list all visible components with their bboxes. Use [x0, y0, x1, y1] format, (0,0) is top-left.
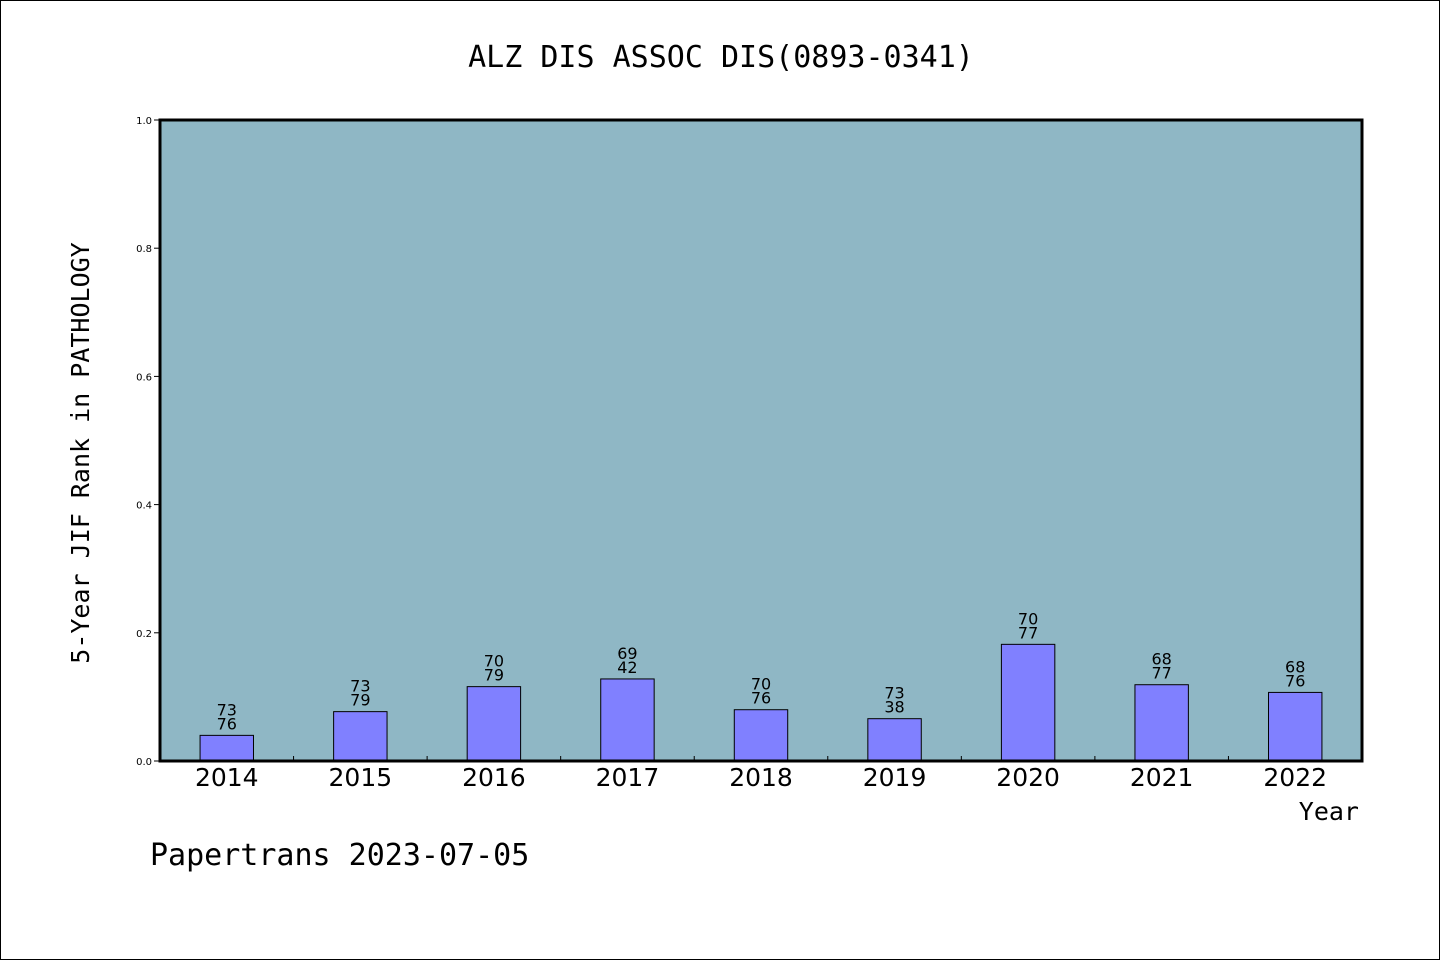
plot-area [160, 120, 1362, 761]
bar-label-bottom: 76 [217, 714, 237, 733]
bar-label-top: 68 [1285, 657, 1305, 676]
y-tick-label: 0.8 [136, 244, 152, 255]
bar [733, 709, 789, 762]
bar [466, 686, 522, 762]
plot-border [158, 118, 1364, 763]
x-tick-label: 2021 [1130, 763, 1194, 792]
x-tick-label: 2014 [195, 763, 259, 792]
bar-label-top: 73 [350, 677, 370, 696]
bar-label-bottom: 77 [1151, 664, 1171, 683]
bar [1268, 691, 1323, 762]
bar [333, 711, 388, 762]
x-axis-ticks: 2014 2015 2016 2017 2018 2019 2020 2021 2022 [195, 756, 1327, 792]
x-tick-label: 2022 [1263, 763, 1327, 792]
bar-label-top: 70 [1018, 609, 1038, 628]
bar-label-bottom: 79 [350, 691, 370, 710]
bar-label-bottom: 42 [617, 658, 637, 677]
y-tick-label: 0.0 [136, 757, 152, 768]
bar-label-bottom: 76 [751, 689, 771, 708]
x-tick-label: 2016 [462, 763, 526, 792]
bar-label-bottom: 76 [1285, 671, 1305, 690]
x-tick-label: 2020 [996, 763, 1060, 792]
bar [600, 678, 655, 762]
bar-label-top: 68 [1151, 650, 1171, 669]
bar-label-bottom: 38 [884, 698, 904, 717]
bar-label-bottom: 79 [484, 666, 504, 685]
bar-label-top: 73 [217, 700, 237, 719]
x-tick-label: 2018 [729, 763, 793, 792]
x-tick-label: 2017 [596, 763, 660, 792]
bar-label-top: 73 [884, 684, 904, 703]
y-tick-label: 0.6 [136, 372, 152, 383]
bar-label-top: 70 [751, 675, 771, 694]
bar [1134, 684, 1189, 762]
x-axis-label: Year [1299, 797, 1359, 826]
y-tick-label: 1.0 [136, 116, 152, 127]
y-tick-label: 0.4 [136, 501, 152, 512]
footer-stamp: Papertrans 2023-07-05 [150, 838, 529, 873]
chart-title: ALZ DIS ASSOC DIS(0893-0341) [468, 40, 974, 75]
bar-label-top: 69 [617, 644, 637, 663]
x-tick-label: 2015 [329, 763, 393, 792]
y-tick-label: 0.2 [136, 629, 152, 640]
bar [867, 718, 922, 762]
bar [1000, 643, 1056, 762]
y-axis-ticks: 0.0 0.2 0.4 0.6 0.8 1.0 [136, 116, 160, 768]
y-axis-label: 5-Year JIF Rank in PATHOLOGY [66, 242, 95, 663]
bar-label-top: 70 [484, 652, 504, 671]
x-tick-label: 2019 [863, 763, 927, 792]
bar-label-bottom: 77 [1018, 623, 1038, 642]
bar [199, 734, 254, 762]
